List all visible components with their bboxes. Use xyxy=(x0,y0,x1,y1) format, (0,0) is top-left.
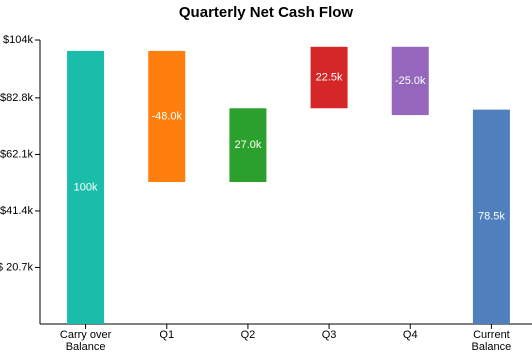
value-label: 78.5k xyxy=(478,211,505,223)
bar xyxy=(148,50,186,182)
x-tick-label: Q4 xyxy=(402,329,418,341)
bar xyxy=(472,109,510,324)
bar xyxy=(310,46,348,109)
y-tick-label: $41.4k xyxy=(0,205,33,217)
value-label: 27.0k xyxy=(234,139,261,151)
x-tick-label: Q3 xyxy=(321,329,337,341)
x-tick-label: Carry over Balance xyxy=(59,329,112,353)
value-label: 100k xyxy=(74,181,98,193)
bar xyxy=(391,46,429,116)
y-tick-label: $104k xyxy=(3,34,33,46)
x-tick-label: Current Balance xyxy=(471,329,512,353)
y-tick-label: $ 20.7k xyxy=(0,261,33,273)
chart-title: Quarterly Net Cash Flow xyxy=(179,4,354,21)
bar xyxy=(229,108,267,182)
y-tick-label: $62.1k xyxy=(0,148,33,160)
y-tick-label: $82.8k xyxy=(0,92,33,104)
value-label: 22.5k xyxy=(316,71,343,83)
value-label: -25.0k xyxy=(395,75,426,87)
x-tick-label: Q2 xyxy=(240,329,256,341)
value-label: -48.0k xyxy=(151,110,182,122)
bar xyxy=(67,50,105,325)
x-tick-label: Q1 xyxy=(159,329,175,341)
